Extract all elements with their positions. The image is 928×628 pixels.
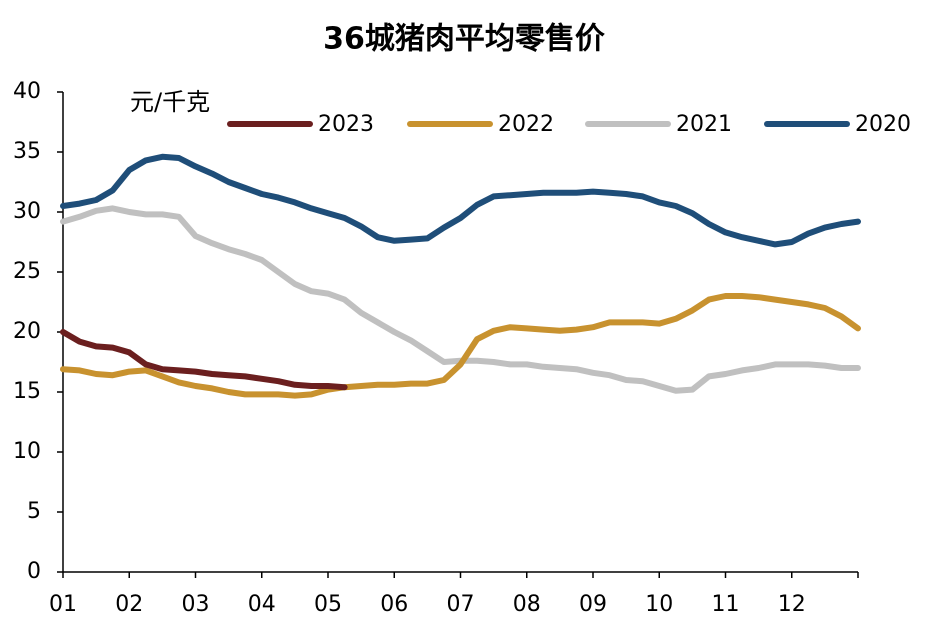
x-tick-label: 08 bbox=[513, 592, 541, 617]
y-tick-label: 40 bbox=[13, 79, 41, 104]
y-tick-label: 25 bbox=[13, 259, 41, 284]
y-tick-label: 10 bbox=[13, 439, 41, 464]
series-line bbox=[60, 329, 348, 391]
y-tick-label: 15 bbox=[13, 379, 41, 404]
x-tick-label: 11 bbox=[712, 592, 740, 617]
x-tick-label: 12 bbox=[778, 592, 806, 617]
x-tick-label: 09 bbox=[579, 592, 607, 617]
x-tick-label: 10 bbox=[645, 592, 673, 617]
x-tick-label: 02 bbox=[115, 592, 143, 617]
x-tick-label: 06 bbox=[380, 592, 408, 617]
x-tick-label: 03 bbox=[182, 592, 210, 617]
y-tick-label: 5 bbox=[27, 499, 41, 524]
legend-label: 2020 bbox=[855, 112, 911, 137]
legend-label: 2023 bbox=[318, 112, 374, 137]
x-tick-label: 01 bbox=[49, 592, 77, 617]
x-tick-label: 04 bbox=[248, 592, 276, 617]
chart-title: 36城猪肉平均零售价 bbox=[323, 22, 605, 57]
y-unit-label: 元/千克 bbox=[130, 88, 210, 116]
x-tick-label: 07 bbox=[447, 592, 475, 617]
y-tick-label: 0 bbox=[27, 559, 41, 584]
legend-label: 2022 bbox=[498, 112, 554, 137]
series-line bbox=[60, 153, 861, 248]
y-tick-label: 20 bbox=[13, 319, 41, 344]
y-tick-label: 35 bbox=[13, 139, 41, 164]
x-tick-label: 05 bbox=[314, 592, 342, 617]
legend-label: 2021 bbox=[676, 112, 732, 137]
series-line bbox=[60, 293, 861, 399]
y-tick-label: 30 bbox=[13, 199, 41, 224]
